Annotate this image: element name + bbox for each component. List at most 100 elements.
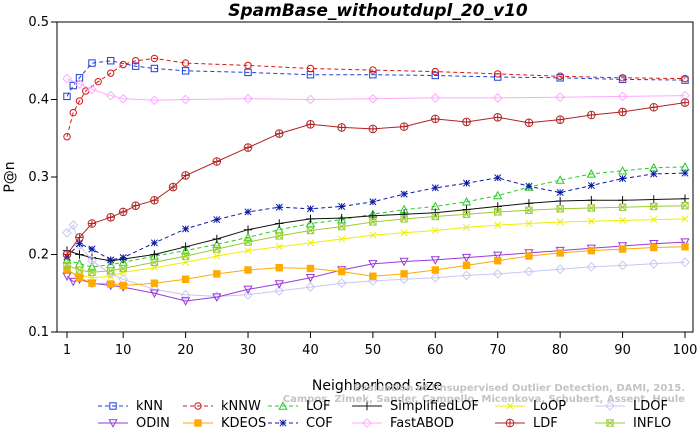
series-line-knnw <box>66 57 686 137</box>
data-point-kdeos-3 <box>75 274 84 282</box>
data-point-cof-30 <box>244 208 252 216</box>
data-point-knnw-40 <box>306 64 315 73</box>
data-point-fastabod-40 <box>305 94 316 105</box>
legend-marker-odin <box>108 419 118 428</box>
data-point-kdeos-85 <box>587 246 596 255</box>
data-point-inflo-30 <box>244 238 252 246</box>
data-point-loop-85 <box>587 217 595 225</box>
y-axis: 0.1 0.2 0.3 0.4 0.5 <box>28 15 57 340</box>
data-point-loop-70 <box>494 221 502 229</box>
data-point-knnw-15 <box>150 54 159 63</box>
x-axis-label: Neighborhood size <box>312 378 442 394</box>
data-point-ldf-75 <box>524 118 534 128</box>
series-line-knn <box>66 60 686 97</box>
data-point-knnw-8 <box>106 69 115 77</box>
data-point-ldof-45 <box>336 278 347 289</box>
legend-marker-ldf <box>505 418 515 428</box>
data-point-fastabod-80 <box>555 92 566 103</box>
data-point-ldf-45 <box>337 123 346 132</box>
data-point-odin-60 <box>430 256 440 265</box>
x-tick-label-30: 30 <box>240 343 257 358</box>
data-point-lof-25 <box>212 239 222 249</box>
data-point-kdeos-5 <box>88 279 96 287</box>
data-point-odin-20 <box>180 297 191 306</box>
series-cof <box>63 169 689 264</box>
data-point-odin-35 <box>274 280 284 289</box>
data-point-inflo-1 <box>63 261 71 270</box>
data-point-loop-45 <box>338 235 346 243</box>
data-point-ldof-20 <box>180 289 191 300</box>
series-line-fastabod <box>66 78 686 101</box>
data-point-lof-65 <box>461 196 472 206</box>
chart-title: SpamBase_withoutdupl_20_v10 <box>228 1 528 21</box>
data-point-lof-1 <box>62 255 72 264</box>
data-point-inflo-35 <box>275 232 283 240</box>
data-point-fastabod-60 <box>430 93 441 103</box>
data-point-loop-25 <box>213 252 221 260</box>
y-axis-label: P@n <box>2 161 18 192</box>
data-point-loop-90 <box>619 216 627 224</box>
legend-item-ldf: LDF <box>495 416 558 431</box>
data-point-kdeos-65 <box>462 261 471 270</box>
data-point-ldf-85 <box>587 110 596 120</box>
data-point-knn-3 <box>75 74 84 82</box>
data-point-cof-45 <box>338 202 346 211</box>
x-tick-label-50: 50 <box>365 343 382 358</box>
data-point-fastabod-10 <box>118 93 129 104</box>
data-point-fastabod-15 <box>149 95 160 106</box>
data-point-cof-15 <box>150 239 158 247</box>
data-point-kdeos-60 <box>431 266 440 274</box>
data-point-ldf-60 <box>431 114 440 124</box>
data-point-loop-65 <box>462 223 471 231</box>
data-point-loop-75 <box>525 219 533 228</box>
data-point-knnw-100 <box>681 74 689 83</box>
data-point-ldf-20 <box>181 171 190 180</box>
data-point-inflo-20 <box>181 252 190 260</box>
data-point-fastabod-1 <box>62 73 72 84</box>
legend-marker-simplifiedlof <box>362 401 372 411</box>
data-point-kdeos-40 <box>306 264 315 273</box>
legend-label-ldf: LDF <box>533 416 558 431</box>
data-point-simplifiedlof-55 <box>399 210 409 219</box>
legend-label-knnw: kNNW <box>221 399 261 414</box>
data-point-ldf-10 <box>118 207 128 217</box>
data-point-ldof-90 <box>617 260 628 271</box>
data-point-loop-20 <box>182 258 190 266</box>
data-point-knn-50 <box>369 71 377 79</box>
data-point-inflo-60 <box>431 212 440 221</box>
legend: kNN kNNW LOF SimplifiedLOF LoOP LDOF ODIN KDEOS… <box>98 399 671 431</box>
data-point-inflo-85 <box>587 204 596 212</box>
legend-marker-fastabod <box>362 418 372 428</box>
data-point-kdeos-35 <box>275 263 283 272</box>
data-point-kdeos-100 <box>681 243 689 251</box>
data-point-simplifiedlof-80 <box>555 196 565 206</box>
data-point-cof-20 <box>182 225 190 233</box>
series-line-ldf <box>66 102 686 255</box>
data-point-knnw-30 <box>244 61 252 70</box>
x-tick-label-40: 40 <box>302 343 319 358</box>
data-point-ldof-60 <box>430 272 441 283</box>
legend-item-ldof: LDOF <box>595 399 668 414</box>
x-tick-label-70: 70 <box>489 343 506 358</box>
data-point-simplifiedlof-100 <box>680 194 690 203</box>
data-point-knnw-90 <box>618 74 627 82</box>
data-point-odin-100 <box>680 238 690 247</box>
data-point-ldf-50 <box>368 124 378 134</box>
data-point-fastabod-8 <box>105 90 116 101</box>
series-kdeos <box>63 243 689 290</box>
data-point-kdeos-10 <box>119 281 127 290</box>
data-point-simplifiedlof-85 <box>587 196 596 205</box>
data-point-knnw-2 <box>69 108 77 117</box>
data-point-cof-8 <box>107 256 115 264</box>
data-point-knn-5 <box>88 59 96 67</box>
data-point-simplifiedlof-70 <box>493 202 502 211</box>
data-point-kdeos-20 <box>181 275 190 284</box>
legend-label-cof: COF <box>306 416 333 431</box>
data-point-fastabod-20 <box>180 94 191 105</box>
data-point-ldf-8 <box>106 213 115 222</box>
data-point-ldf-40 <box>306 120 315 129</box>
legend-label-simplifiedlof: SimplifiedLOF <box>390 399 479 414</box>
data-point-knn-15 <box>150 64 159 73</box>
data-point-lof-30 <box>243 232 253 242</box>
x-tick-label-10: 10 <box>115 343 132 358</box>
